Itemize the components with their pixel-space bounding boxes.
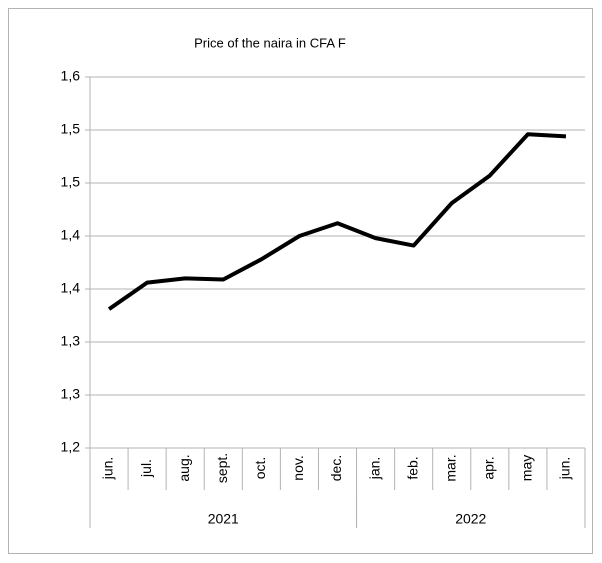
x-tick-label: jun. (557, 457, 573, 481)
x-tick-label: jul. (138, 459, 154, 478)
y-tick-label: 1,2 (61, 439, 81, 455)
x-tick-label: apr. (481, 456, 497, 479)
x-group-label: 2022 (455, 511, 486, 527)
y-tick-label: 1,5 (61, 121, 81, 137)
x-group-label: 2021 (208, 511, 239, 527)
y-tick-label: 1,4 (61, 280, 81, 296)
x-tick-label: may (519, 455, 535, 481)
x-tick-label: nov. (290, 455, 306, 480)
y-tick-label: 1,5 (61, 174, 81, 190)
x-tick-label: sept. (214, 453, 230, 483)
x-tick-label: mar. (442, 454, 458, 481)
x-tick-label: jan. (366, 457, 382, 481)
data-line (107, 132, 567, 311)
y-tick-label: 1,3 (61, 386, 81, 402)
x-tick-label: oct. (252, 457, 268, 480)
x-tick-label: jun. (100, 457, 116, 481)
y-tick-label: 1,3 (61, 333, 81, 349)
x-tick-label: aug. (176, 454, 192, 481)
chart-frame (8, 8, 593, 554)
x-tick-label: dec. (328, 455, 344, 481)
chart-title: Price of the naira in CFA F (194, 35, 346, 50)
x-tick-label: feb. (404, 456, 420, 479)
y-tick-label: 1,4 (61, 227, 81, 243)
y-tick-label: 1,6 (61, 68, 81, 84)
